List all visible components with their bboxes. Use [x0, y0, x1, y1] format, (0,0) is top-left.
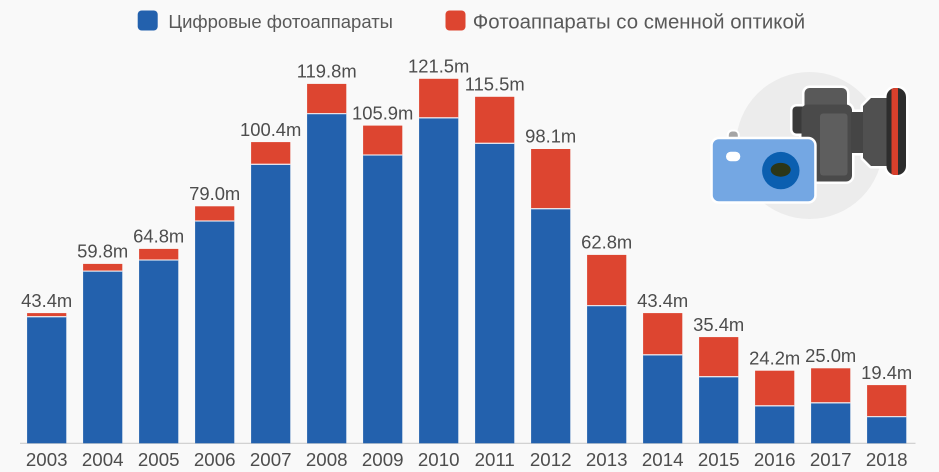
svg-text:19.4m: 19.4m: [861, 362, 912, 383]
svg-text:62.8m: 62.8m: [581, 232, 632, 253]
svg-text:2014: 2014: [642, 449, 684, 470]
svg-text:2015: 2015: [698, 449, 740, 470]
svg-text:43.4m: 43.4m: [21, 290, 72, 311]
svg-text:2011: 2011: [475, 449, 515, 470]
svg-text:100.4m: 100.4m: [240, 119, 301, 140]
svg-text:105.9m: 105.9m: [352, 102, 413, 123]
svg-text:Цифровые фотоаппараты: Цифровые фотоаппараты: [168, 11, 393, 32]
svg-text:2003: 2003: [26, 449, 68, 470]
svg-text:2016: 2016: [754, 449, 796, 470]
svg-text:2008: 2008: [306, 449, 348, 470]
svg-text:98.1m: 98.1m: [525, 126, 576, 147]
svg-text:2018: 2018: [866, 449, 908, 470]
svg-text:79.0m: 79.0m: [189, 183, 240, 204]
svg-text:2005: 2005: [138, 449, 180, 470]
svg-text:2009: 2009: [362, 449, 404, 470]
svg-text:25.0m: 25.0m: [805, 345, 856, 366]
svg-text:2004: 2004: [82, 449, 124, 470]
svg-text:2006: 2006: [194, 449, 236, 470]
svg-text:35.4m: 35.4m: [693, 314, 744, 335]
svg-text:121.5m: 121.5m: [408, 56, 469, 77]
svg-text:2010: 2010: [418, 449, 460, 470]
svg-text:64.8m: 64.8m: [133, 226, 184, 247]
svg-text:2012: 2012: [530, 449, 572, 470]
svg-text:2017: 2017: [810, 449, 852, 470]
svg-text:59.8m: 59.8m: [77, 241, 128, 262]
svg-text:43.4m: 43.4m: [637, 290, 688, 311]
svg-text:119.8m: 119.8m: [297, 61, 357, 82]
svg-text:24.2m: 24.2m: [749, 347, 800, 368]
svg-text:2013: 2013: [586, 449, 628, 470]
svg-text:2007: 2007: [250, 449, 292, 470]
svg-text:115.5m: 115.5m: [465, 74, 525, 95]
svg-text:Фотоаппараты со сменной оптико: Фотоаппараты со сменной оптикой: [473, 12, 805, 34]
